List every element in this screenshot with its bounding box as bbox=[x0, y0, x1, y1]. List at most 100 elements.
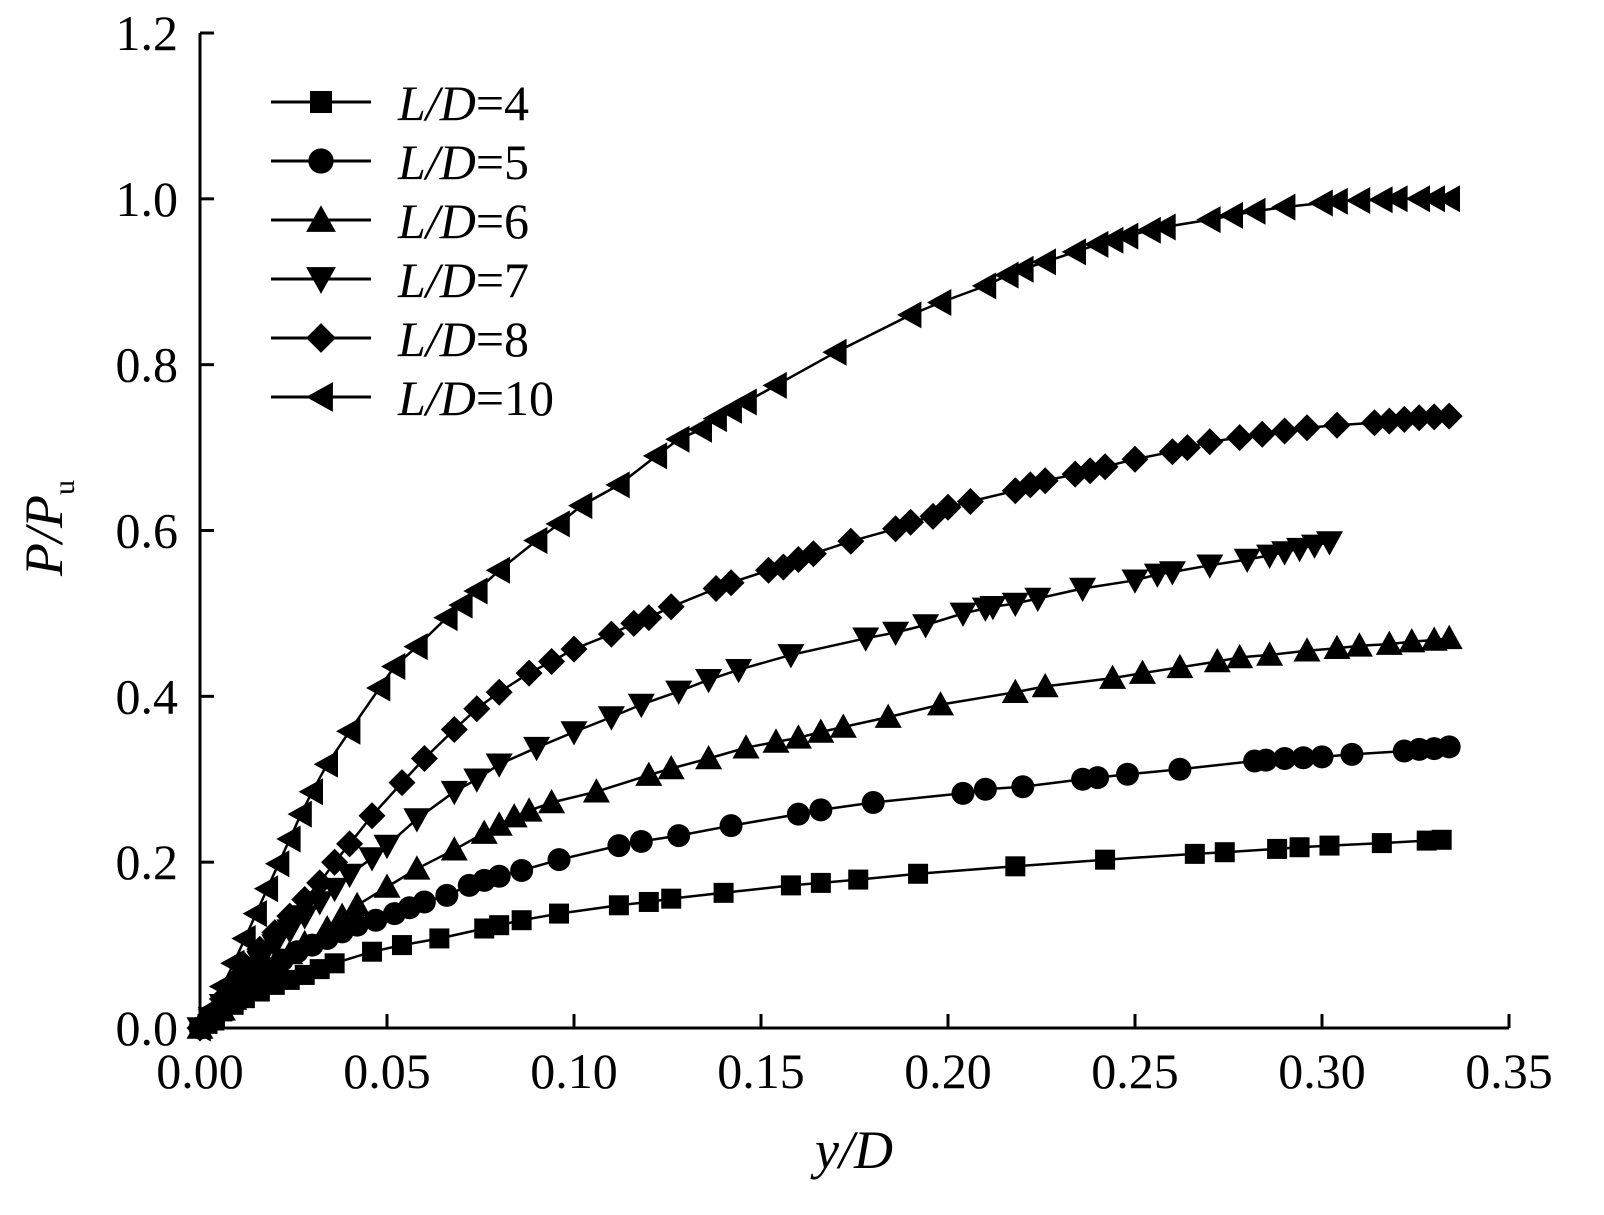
data-point-triangle-up bbox=[762, 728, 790, 753]
data-point-triangle-down bbox=[358, 847, 386, 872]
data-point-circle bbox=[1340, 742, 1364, 766]
data-point-triangle-up bbox=[1001, 678, 1029, 703]
data-point-diamond bbox=[560, 635, 588, 663]
data-point-diamond bbox=[1405, 404, 1433, 432]
series-line bbox=[199, 414, 1450, 1029]
data-point-triangle-left bbox=[231, 925, 256, 952]
legend-label-value: =10 bbox=[476, 370, 554, 426]
data-point-triangle-down bbox=[949, 602, 977, 627]
data-point-triangle-up bbox=[261, 952, 289, 977]
data-point-triangle-left bbox=[306, 382, 333, 412]
data-point-circle bbox=[629, 829, 653, 853]
x-tick-label: 0.25 bbox=[1091, 1043, 1179, 1099]
data-point-circle bbox=[510, 858, 534, 882]
data-point-triangle-left bbox=[994, 261, 1019, 289]
data-point-triangle-down bbox=[852, 627, 880, 652]
data-point-triangle-left bbox=[1031, 248, 1056, 276]
data-point-triangle-down bbox=[627, 693, 655, 719]
data-point-triangle-down bbox=[440, 780, 468, 806]
y-tick-label: 1.2 bbox=[116, 5, 179, 61]
legend-label-var: L/D bbox=[397, 311, 476, 367]
data-point-circle bbox=[719, 814, 743, 838]
y-tick-label: 0.2 bbox=[116, 834, 179, 890]
y-axis-title-sub: u bbox=[48, 480, 81, 495]
data-point-triangle-left bbox=[1061, 238, 1086, 266]
data-point-circle bbox=[1291, 746, 1315, 770]
data-point-triangle-up bbox=[1323, 634, 1351, 659]
series-line bbox=[199, 838, 1442, 1030]
data-point-triangle-left bbox=[298, 778, 323, 806]
data-point-triangle-left bbox=[287, 800, 312, 828]
data-point-triangle-left bbox=[253, 875, 279, 903]
data-point-diamond bbox=[934, 493, 962, 521]
x-tick-label: 0.10 bbox=[530, 1043, 618, 1099]
data-point-diamond bbox=[717, 569, 745, 597]
data-point-circle bbox=[1011, 775, 1035, 799]
data-point-diamond bbox=[321, 848, 349, 876]
data-point-triangle-down bbox=[695, 669, 723, 694]
data-point-diamond bbox=[1091, 453, 1119, 481]
series-6 bbox=[186, 185, 1460, 1042]
y-ticks: 0.0 0.2 0.4 0.6 0.8 1.0 1.2 bbox=[116, 5, 214, 1056]
data-point-triangle-up bbox=[246, 964, 274, 989]
data-point-triangle-down bbox=[597, 706, 625, 731]
data-point-triangle-up bbox=[1226, 643, 1254, 669]
data-point-triangle-down bbox=[777, 644, 805, 669]
legend-label-var: L/D bbox=[397, 75, 476, 131]
data-point-triangle-left bbox=[568, 492, 593, 520]
legend-label-value: =8 bbox=[476, 311, 529, 367]
data-point-triangle-left bbox=[366, 674, 391, 702]
data-point-diamond bbox=[1420, 403, 1448, 431]
data-point-triangle-down bbox=[485, 753, 513, 778]
data-point-triangle-left bbox=[186, 1014, 211, 1042]
series-line bbox=[198, 197, 1450, 1029]
legend-item: L/D=8 bbox=[271, 311, 529, 367]
data-point-triangle-down bbox=[1001, 592, 1029, 617]
data-point-diamond bbox=[1196, 428, 1224, 456]
data-point-triangle-up bbox=[1203, 648, 1231, 673]
data-point-triangle-down bbox=[1196, 554, 1224, 579]
legend-label: L/D=4 bbox=[397, 75, 529, 131]
data-point-triangle-left bbox=[732, 388, 757, 416]
data-point-triangle-left bbox=[1218, 201, 1243, 229]
data-point-triangle-up bbox=[784, 724, 812, 749]
data-point-square bbox=[1289, 837, 1310, 858]
data-point-triangle-left bbox=[1435, 185, 1460, 213]
data-point-triangle-up bbox=[440, 836, 468, 861]
legend-item: L/D=5 bbox=[271, 134, 529, 190]
legend-item: L/D=10 bbox=[271, 370, 554, 426]
data-point-triangle-left bbox=[276, 825, 301, 853]
data-point-square bbox=[489, 915, 510, 936]
data-point-diamond bbox=[440, 716, 468, 743]
data-point-triangle-up bbox=[1293, 637, 1321, 662]
data-point-square bbox=[1319, 835, 1340, 856]
data-point-diamond bbox=[597, 620, 625, 648]
data-point-triangle-down bbox=[1024, 587, 1052, 612]
data-point-triangle-up bbox=[373, 873, 401, 898]
legend: L/D=4L/D=5L/D=6L/D=7L/D=8L/D=10 bbox=[271, 75, 554, 426]
x-tick-label: 0.35 bbox=[1465, 1043, 1553, 1099]
data-point-triangle-down bbox=[1233, 548, 1261, 573]
data-point-triangle-left bbox=[403, 633, 428, 661]
x-tick-label: 0.00 bbox=[156, 1043, 244, 1099]
legend-item: L/D=7 bbox=[271, 252, 529, 308]
data-point-square bbox=[1371, 833, 1392, 854]
data-point-diamond bbox=[799, 540, 827, 568]
legend-label-var: L/D bbox=[397, 193, 476, 249]
data-point-diamond bbox=[1323, 411, 1351, 439]
data-point-diamond bbox=[956, 488, 984, 515]
data-point-circle bbox=[435, 883, 459, 907]
data-point-square bbox=[780, 875, 801, 896]
legend-label: L/D=6 bbox=[397, 193, 529, 249]
legend-label-value: =4 bbox=[476, 75, 529, 131]
data-point-triangle-up bbox=[276, 939, 304, 965]
data-point-diamond bbox=[837, 527, 865, 555]
data-point-triangle-left bbox=[1241, 197, 1266, 225]
data-point-triangle-left bbox=[1405, 185, 1430, 213]
legend-label-value: =6 bbox=[476, 193, 529, 249]
data-point-diamond bbox=[261, 919, 289, 947]
data-point-circle bbox=[1116, 762, 1140, 786]
data-point-triangle-up bbox=[1345, 632, 1373, 657]
data-point-square bbox=[1005, 856, 1026, 877]
data-point-square bbox=[362, 941, 383, 962]
